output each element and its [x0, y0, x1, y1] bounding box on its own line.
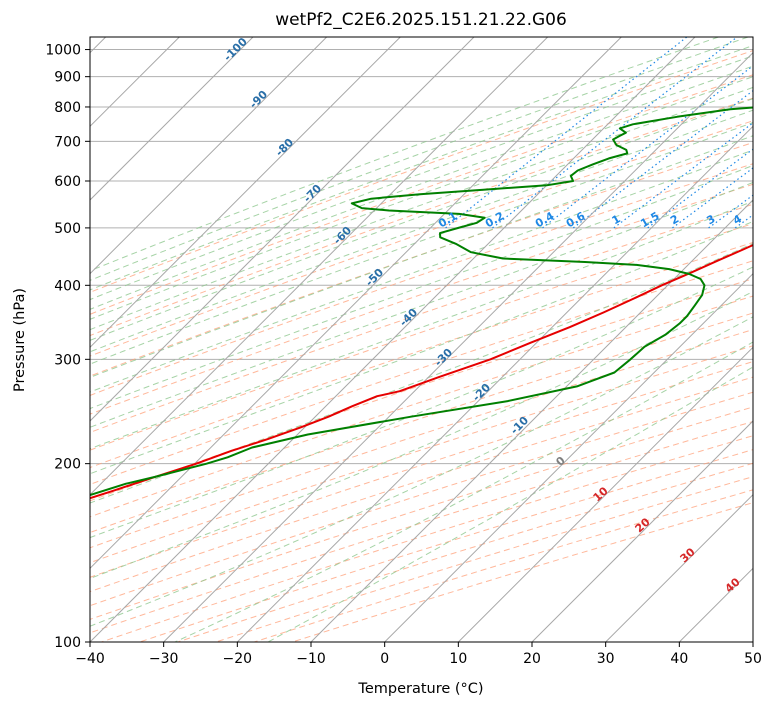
y-tick-label: 100: [54, 635, 81, 651]
mixing-ratio-line: [445, 37, 688, 229]
x-tick-label: −10: [296, 651, 326, 667]
dry-adiabat: [90, 74, 753, 315]
dry-adiabat: [90, 50, 753, 293]
moist-adiabat: [90, 164, 753, 410]
isotherm: [90, 37, 254, 201]
moist-adiabat: [90, 45, 753, 291]
dewpoint-line: [90, 106, 753, 497]
y-tick-label: 500: [54, 221, 81, 237]
y-tick-label: 800: [54, 100, 81, 116]
isotherm: [384, 272, 753, 642]
y-tick-label: 600: [54, 174, 81, 190]
sounding-series: [90, 106, 753, 500]
pressure-gridlines: [90, 49, 753, 642]
isotherm: [90, 37, 475, 422]
y-tick-label: 400: [54, 278, 81, 294]
x-tick-label: 40: [670, 651, 688, 667]
y-tick-label: 1000: [45, 43, 81, 59]
chart-title: wetPf2_C2E6.2025.151.21.22.G06: [275, 10, 567, 30]
isotherms: [90, 37, 753, 642]
x-tick-label: 10: [449, 651, 467, 667]
isotherm: [605, 493, 753, 642]
mixing-ratio-line: [647, 148, 753, 229]
isotherm: [90, 37, 549, 496]
dry-adiabat: [90, 391, 753, 607]
isotherm: [310, 199, 753, 642]
moist-adiabat: [267, 366, 753, 642]
isotherm: [90, 37, 328, 275]
moist-adiabat: [90, 76, 753, 320]
isotherm: [531, 420, 753, 642]
y-axis: 100 200 300 400 500 600 700 800 900 1000: [45, 43, 90, 651]
dry-adiabat: [90, 97, 753, 337]
y-tick-label: 700: [54, 134, 81, 150]
moist-adiabat: [174, 341, 753, 642]
dry-adiabat: [90, 361, 753, 578]
x-axis: −40 −30 −20 −10 0 10 20 30 40 50: [75, 642, 762, 667]
moist-adiabat: [90, 266, 753, 539]
dry-adiabat: [90, 142, 753, 377]
x-tick-label: 50: [744, 651, 762, 667]
moist-adiabat: [90, 55, 753, 301]
moist-adiabat: [90, 65, 753, 310]
mixing-ratio-line: [672, 167, 753, 229]
isotherm: [457, 346, 753, 642]
dry-adiabat: [90, 329, 753, 549]
isotherm: [163, 51, 753, 642]
dry-adiabat: [90, 163, 753, 396]
plot-frame: [89, 36, 754, 643]
x-tick-label: 30: [597, 651, 615, 667]
x-tick-label: 20: [523, 651, 541, 667]
isotherm: [90, 37, 696, 642]
mixing-ratio-line: [572, 89, 753, 229]
x-tick-label: −20: [223, 651, 253, 667]
x-axis-label: Temperature (°C): [357, 681, 483, 697]
moist-adiabat: [90, 98, 753, 341]
x-tick-label: 0: [380, 651, 389, 667]
y-tick-label: 900: [54, 70, 81, 86]
temperature-line: [90, 243, 753, 500]
y-tick-label: 300: [54, 352, 81, 368]
isotherm: [752, 641, 753, 642]
isotherm: [90, 37, 622, 570]
moist-adiabat: [90, 37, 719, 272]
x-tick-label: −40: [75, 651, 105, 667]
y-axis-label: Pressure (hPa): [12, 288, 28, 392]
moist-adiabat: [90, 316, 753, 627]
moist-adiabat: [90, 86, 753, 331]
plot-background: [90, 37, 753, 642]
dry-adiabat: [90, 312, 753, 534]
x-tick-label: −30: [149, 651, 179, 667]
moist-adiabat: [90, 37, 749, 281]
dry-adiabat: [90, 223, 753, 451]
dry-adiabat: [90, 278, 753, 502]
y-tick-label: 200: [54, 457, 81, 473]
isotherm: [90, 37, 401, 349]
moist-adiabat: [90, 181, 753, 428]
